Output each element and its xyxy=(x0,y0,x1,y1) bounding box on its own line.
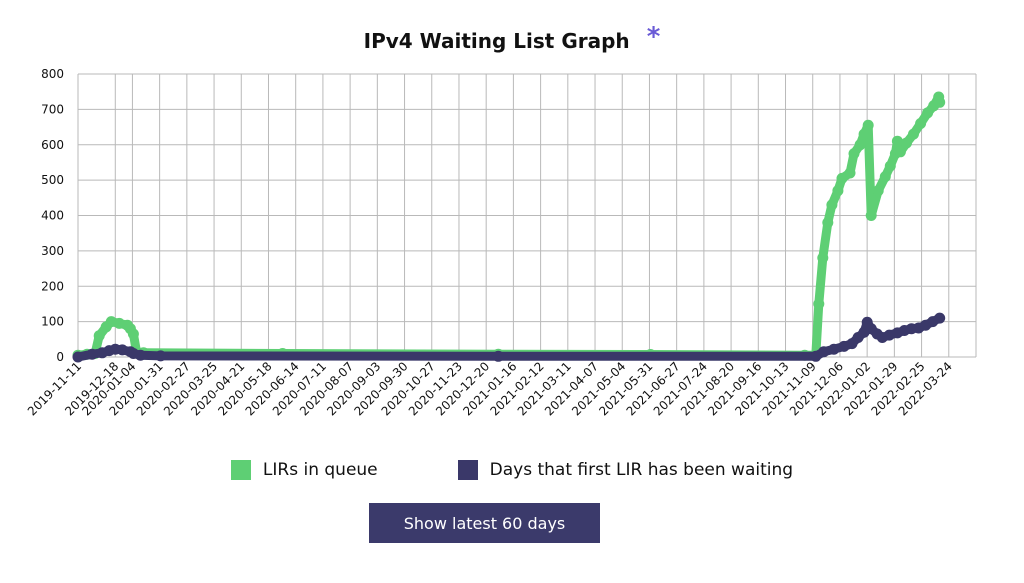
data-point[interactable] xyxy=(862,119,874,131)
y-tick-label: 400 xyxy=(41,209,64,223)
y-tick-label: 100 xyxy=(41,315,64,329)
data-point[interactable] xyxy=(934,96,946,108)
legend-label-lirs: LIRs in queue xyxy=(262,460,378,480)
data-point[interactable] xyxy=(848,148,860,160)
y-tick-label: 0 xyxy=(56,350,64,364)
legend: LIRs in queue Days that first LIR has be… xyxy=(0,452,1024,488)
legend-item-days[interactable]: Days that first LIR has been waiting xyxy=(457,460,794,480)
chart-grid xyxy=(77,73,977,358)
data-point[interactable] xyxy=(832,185,844,197)
data-point[interactable] xyxy=(908,128,919,140)
y-tick-label: 300 xyxy=(41,244,64,258)
chart-title-row: IPv4 Waiting List Graph * xyxy=(0,22,1024,58)
legend-item-lirs[interactable]: LIRs in queue xyxy=(230,460,378,480)
x-axis: 2019-11-112019-12-182020-01-042020-01-31… xyxy=(25,359,955,418)
data-point[interactable] xyxy=(836,172,848,184)
y-axis: 0 100 200 300 400 500 600 700 800 xyxy=(41,67,64,364)
data-point[interactable] xyxy=(813,298,825,310)
data-point[interactable] xyxy=(858,128,870,140)
data-point[interactable] xyxy=(817,252,829,264)
data-point[interactable] xyxy=(915,118,927,129)
chart-series xyxy=(72,91,946,363)
y-tick-label: 700 xyxy=(41,102,64,116)
show-latest-60-days-button[interactable]: Show latest 60 days xyxy=(369,503,600,543)
asterisk-icon[interactable]: * xyxy=(646,22,661,52)
y-tick-label: 200 xyxy=(41,279,64,293)
line-chart: 0 100 200 300 400 500 600 700 800 2019-11-112019… xyxy=(25,67,977,418)
data-point[interactable] xyxy=(879,171,891,183)
data-point[interactable] xyxy=(826,199,838,211)
legend-swatch-lirs xyxy=(230,460,251,480)
data-point[interactable] xyxy=(872,185,884,197)
series-line-days xyxy=(73,313,945,362)
data-point[interactable] xyxy=(127,328,139,340)
data-point[interactable] xyxy=(822,217,834,229)
data-point[interactable] xyxy=(884,160,896,172)
legend-swatch-days xyxy=(457,460,478,480)
series-line-lirs xyxy=(73,92,945,360)
data-point[interactable] xyxy=(891,135,903,147)
y-tick-label: 800 xyxy=(41,67,64,81)
data-point[interactable] xyxy=(93,330,105,342)
data-point[interactable] xyxy=(865,210,877,221)
data-point[interactable] xyxy=(901,137,912,149)
data-point[interactable] xyxy=(894,146,906,158)
data-point[interactable] xyxy=(854,139,866,151)
chart-title: IPv4 Waiting List Graph xyxy=(363,29,630,53)
legend-label-days: Days that first LIR has been waiting xyxy=(489,460,794,480)
y-tick-label: 500 xyxy=(41,173,64,187)
data-point[interactable] xyxy=(844,167,856,179)
y-tick-label: 600 xyxy=(41,138,64,152)
